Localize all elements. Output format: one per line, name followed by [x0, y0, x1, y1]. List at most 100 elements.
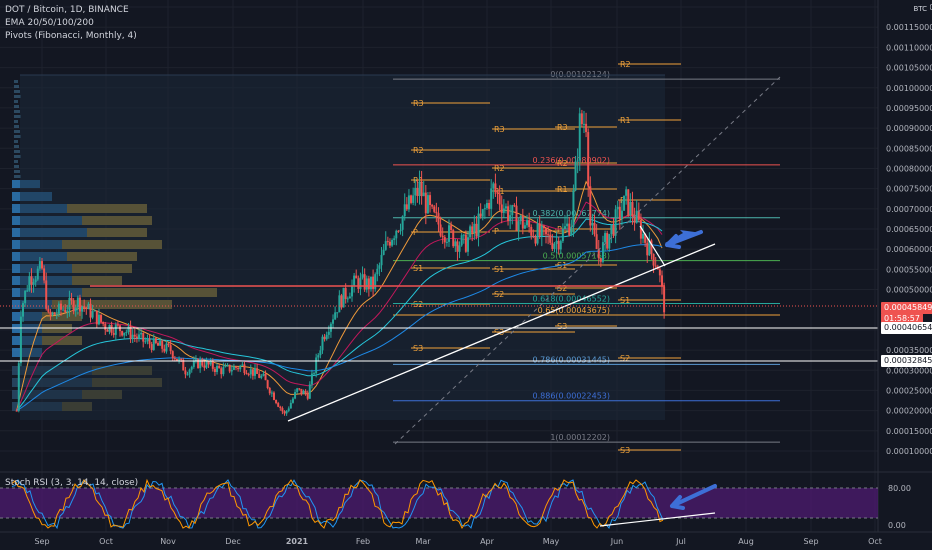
candle-body [412, 195, 415, 203]
candle-body [211, 361, 214, 369]
y-tick-label: 0.00100000 [886, 84, 932, 93]
candle-body [184, 370, 187, 375]
candle-body [481, 209, 484, 217]
candle-body [578, 113, 581, 161]
candle-body [395, 230, 398, 239]
candle-body [116, 324, 119, 326]
y-tick-label: 0.00015000 [886, 427, 932, 436]
candle-body [483, 208, 486, 210]
candle-body [597, 248, 600, 259]
candle-body [148, 339, 151, 345]
stoch-rsi-legend[interactable]: Stoch RSI (3, 3, 14, 14, close) [5, 478, 139, 488]
candle-body [426, 195, 429, 214]
candle-body [663, 286, 666, 313]
candle-body [566, 223, 569, 227]
candle-body [585, 123, 588, 133]
y-tick-label: 0.00065000 [886, 225, 932, 234]
y-tick-label: 0.00090000 [886, 124, 932, 133]
x-tick-label: Jun [610, 537, 624, 546]
candle-body [582, 123, 585, 125]
candle-body [494, 183, 497, 192]
candle-body [127, 326, 130, 332]
candle-body [563, 226, 566, 229]
candle-body [262, 373, 265, 376]
candle-body [405, 204, 408, 210]
level-tag-2: 0.00032845 [881, 355, 932, 367]
candle-body [49, 311, 52, 315]
candle-body [530, 226, 533, 236]
fib-label: 0.786(0.00031445) [533, 355, 611, 364]
level-tag-1: 0.00040654 [881, 322, 932, 334]
candle-body [140, 332, 143, 335]
pivots-legend[interactable]: Pivots (Fibonacci, Monthly, 4) [5, 31, 137, 41]
candle-body [213, 368, 216, 373]
candle-body [57, 303, 60, 314]
candle-body [342, 287, 345, 308]
chart-legend: DOT / Bitcoin, 1D, BINANCE EMA 20/50/100… [5, 4, 137, 43]
support-trendline[interactable] [287, 243, 716, 422]
candle-body [95, 310, 98, 325]
volume-bar-thin [14, 140, 18, 143]
candle-body [178, 358, 181, 361]
candle-body [604, 233, 607, 243]
trendlines[interactable] [0, 74, 878, 445]
ema-legend[interactable]: EMA 20/50/100/200 [5, 18, 94, 28]
stoch-rsi-pane: 80.00 0.00 [0, 471, 932, 530]
candle-body [422, 192, 425, 197]
y-tick-label: 0.00085000 [886, 144, 932, 153]
rsi-trendline[interactable] [599, 512, 716, 527]
candle-body [618, 206, 621, 220]
time-axis[interactable]: Sep Oct Nov Dec 2021 Feb Mar Apr May Jun Jul Aug Sep… [0, 531, 932, 546]
candle-body [460, 235, 463, 246]
candle-body [289, 402, 292, 409]
candle-body [448, 225, 451, 242]
candle-body [55, 313, 58, 315]
candle-body [123, 332, 126, 336]
candle-body [245, 372, 248, 375]
candle-body [549, 234, 552, 243]
price-axis[interactable]: 0.001200000.001150000.001100000.00105000… [877, 0, 932, 550]
volume-bar-thin [14, 105, 19, 108]
candle-body [226, 364, 229, 366]
candle-body [192, 361, 195, 367]
wedge-line[interactable] [639, 225, 666, 267]
candle-body [433, 206, 436, 212]
fib-label: 0.618(0.00046552) [533, 294, 611, 303]
candle-body [180, 358, 183, 360]
candle-body [83, 306, 86, 308]
candle-body [266, 380, 269, 389]
candle-body [401, 216, 404, 230]
y-tick-label: 0.00055000 [886, 265, 932, 274]
y-tick-label: 0.00050000 [886, 286, 932, 295]
candle-body [559, 241, 562, 250]
candle-body [125, 331, 128, 333]
pivot-label: R3 [494, 125, 505, 134]
candle-body [283, 411, 286, 414]
y-tick-label: 0.00070000 [886, 205, 932, 214]
fib-diagonal[interactable] [394, 76, 781, 445]
candle-body [194, 359, 197, 362]
volume-bar-thin [14, 125, 19, 128]
candle-body [228, 364, 231, 372]
candle-body [454, 241, 457, 247]
candle-body [469, 226, 472, 238]
candle-body [169, 345, 172, 352]
candle-body [361, 274, 364, 278]
y-tick-label: 0.00025000 [886, 386, 932, 395]
candle-body [308, 384, 311, 399]
candle-body [363, 274, 366, 290]
x-tick-label: 2021 [286, 537, 309, 546]
candle-body [519, 215, 522, 222]
candle-body [391, 240, 394, 246]
candle-body [239, 365, 242, 370]
symbol-title[interactable]: DOT / Bitcoin, 1D, BINANCE [5, 5, 129, 15]
candle-body [294, 392, 297, 399]
candle-body [382, 249, 385, 255]
candle-body [456, 241, 459, 252]
candle-body [150, 344, 153, 350]
ema-line [16, 244, 663, 412]
y-tick-label: 0.00110000 [886, 43, 932, 52]
candle-body [51, 312, 54, 315]
candle-body [47, 308, 50, 312]
